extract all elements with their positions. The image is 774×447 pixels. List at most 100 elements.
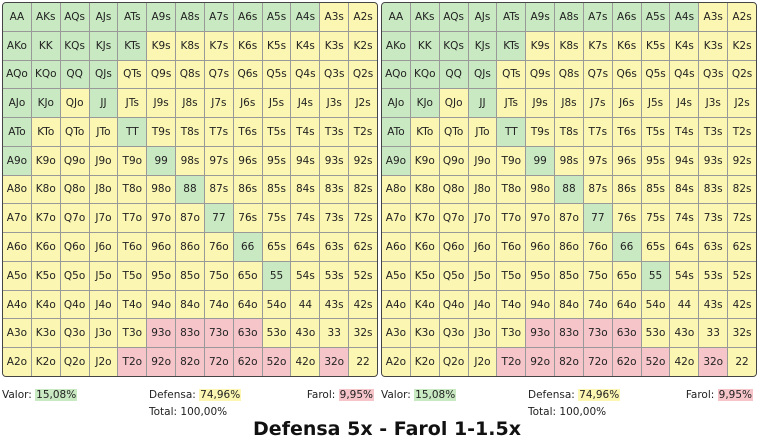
hand-cell: AQs <box>439 3 468 31</box>
hand-cell: A6s <box>233 3 262 31</box>
hand-cell: J7s <box>204 89 233 118</box>
hand-cell: 72s <box>728 204 756 233</box>
hand-cell: Q9s <box>526 60 555 89</box>
hand-cell: T9o <box>497 146 526 175</box>
stat-farol-value: 9,95% <box>338 389 374 401</box>
hand-cell: KK <box>31 31 60 60</box>
hand-cell: K5s <box>262 31 291 60</box>
hand-cell: 95o <box>526 261 555 290</box>
hand-cell: JTo <box>468 118 497 146</box>
hand-cell: K8o <box>31 175 60 204</box>
hand-cell: 93s <box>699 146 728 175</box>
hand-cell: JTs <box>497 89 526 118</box>
hand-cell: Q6s <box>612 60 641 89</box>
hand-cell: A8o <box>3 175 31 204</box>
hand-cell: 62s <box>349 233 377 261</box>
hand-cell: 63s <box>320 233 349 261</box>
hand-cell: T5o <box>497 261 526 290</box>
hand-cell: A7s <box>204 3 233 31</box>
hand-cell: 74o <box>204 290 233 319</box>
hand-cell: K3s <box>320 31 349 60</box>
hand-cell: A9s <box>147 3 176 31</box>
hand-cell: 77 <box>204 204 233 233</box>
hand-cell: K3o <box>31 319 60 348</box>
hand-cell: T9o <box>118 146 147 175</box>
hand-cell: 93o <box>147 319 176 348</box>
hand-cell: T6o <box>497 233 526 261</box>
hand-cell: 97o <box>526 204 555 233</box>
hand-cell: AQs <box>60 3 89 31</box>
hand-cell: 98o <box>526 175 555 204</box>
hand-cell: A8o <box>382 175 410 204</box>
hand-cell: 64o <box>612 290 641 319</box>
hand-cell: Q5o <box>60 261 89 290</box>
hand-cell: 97o <box>147 204 176 233</box>
hand-cell: Q4s <box>291 60 320 89</box>
hand-cell: 32s <box>349 319 377 348</box>
stat-valor: Valor: 15,08% <box>2 389 78 401</box>
hand-cell: 72s <box>349 204 377 233</box>
hand-cell: Q9o <box>60 146 89 175</box>
hand-cell: 64s <box>670 233 699 261</box>
hand-cell: Q6s <box>233 60 262 89</box>
hand-cell: 94s <box>670 146 699 175</box>
hand-cell: J7s <box>583 89 612 118</box>
hand-cell: 42s <box>728 290 756 319</box>
hand-cell: A7s <box>583 3 612 31</box>
hand-cell: 33 <box>320 319 349 348</box>
hand-cell: A8s <box>555 3 583 31</box>
stats-left: Valor: 15,08% Defensa: 74,96% Farol: 9,9… <box>2 389 378 423</box>
hand-cell: 84o <box>176 290 204 319</box>
hand-cell: T5o <box>118 261 147 290</box>
hand-cell: AKs <box>31 3 60 31</box>
hand-cell: J9s <box>147 89 176 118</box>
stat-defensa: Defensa: 74,96% <box>149 389 242 401</box>
hand-cell: A7o <box>382 204 410 233</box>
hand-cell: 73s <box>699 204 728 233</box>
hand-cell: 99 <box>147 146 176 175</box>
hand-cell: QJs <box>89 60 118 89</box>
hand-cell: QQ <box>439 60 468 89</box>
hand-cell: J5s <box>262 89 291 118</box>
stat-valor: Valor: 15,08% <box>381 389 457 401</box>
hand-cell: 85o <box>176 261 204 290</box>
hand-cell: A3s <box>320 3 349 31</box>
hand-cell: 75o <box>204 261 233 290</box>
hand-cell: Q2o <box>60 348 89 376</box>
hand-cell: K4o <box>410 290 439 319</box>
hand-cell: J7o <box>468 204 497 233</box>
hand-cell: J8s <box>555 89 583 118</box>
hand-cell: 88 <box>176 175 204 204</box>
hand-cell: TT <box>497 118 526 146</box>
hand-cell: Q7s <box>204 60 233 89</box>
hand-cell: Q4o <box>60 290 89 319</box>
hand-cell: 73s <box>320 204 349 233</box>
hand-cell: 73o <box>204 319 233 348</box>
hand-cell: K9o <box>31 146 60 175</box>
hand-cell: 62s <box>728 233 756 261</box>
hand-cell: 54o <box>262 290 291 319</box>
hand-cell: Q6o <box>60 233 89 261</box>
hand-cell: J4o <box>468 290 497 319</box>
hand-cell: QTs <box>497 60 526 89</box>
hand-cell: A7o <box>3 204 31 233</box>
hand-cell: 84s <box>670 175 699 204</box>
hand-cell: 92s <box>349 146 377 175</box>
hand-cell: 42o <box>670 348 699 376</box>
hand-cell: T7o <box>497 204 526 233</box>
hand-cell: 43s <box>320 290 349 319</box>
hand-cell: AQo <box>382 60 410 89</box>
stat-farol-value: 9,95% <box>717 389 753 401</box>
hand-cell: AJs <box>468 3 497 31</box>
hand-cell: KJs <box>89 31 118 60</box>
hand-cell: T3s <box>699 118 728 146</box>
range-grid-left: AA AKs AQs AJs ATs A9s A8s A7s A6s A5s A4s A3s A2s AK… <box>2 2 378 377</box>
hand-cell: T4s <box>291 118 320 146</box>
hand-cell: 52s <box>349 261 377 290</box>
hand-cell: 98s <box>555 146 583 175</box>
hand-cell: KQo <box>31 60 60 89</box>
hand-cell: JJ <box>89 89 118 118</box>
hand-cell: Q9o <box>439 146 468 175</box>
range-grid-right: AA AKs AQs AJs ATs A9s A8s A7s A6s A5s A4s A3s A2s AK… <box>381 2 757 377</box>
hand-cell: Q2s <box>728 60 756 89</box>
